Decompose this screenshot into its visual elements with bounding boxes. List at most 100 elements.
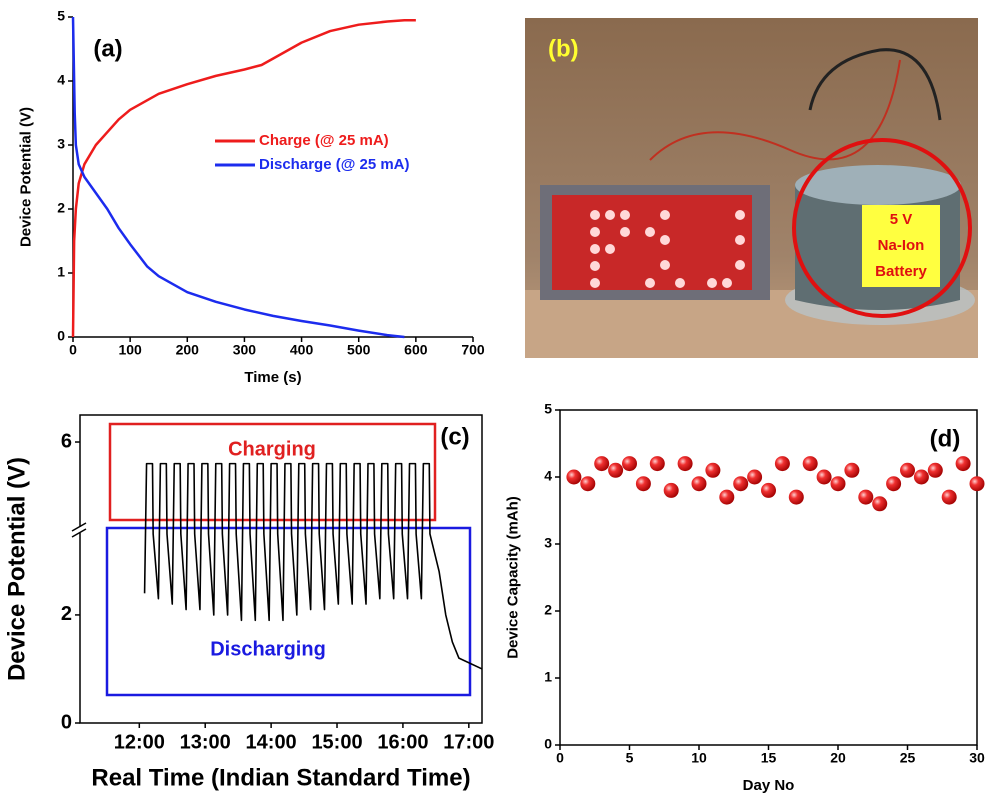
point — [858, 489, 874, 505]
y-tick-label: 4 — [544, 468, 552, 484]
x-tick-label: 12:00 — [114, 731, 165, 753]
y-tick-label: 0 — [544, 736, 552, 752]
battery-text: 5 V — [890, 211, 913, 228]
point — [705, 462, 721, 478]
panel-label: (b) — [548, 35, 579, 62]
point — [580, 476, 596, 492]
x-tick-label: 13:00 — [180, 731, 231, 753]
point — [566, 469, 582, 485]
point — [844, 462, 860, 478]
x-tick-label: 5 — [626, 750, 634, 766]
x-tick-label: 15:00 — [311, 731, 362, 753]
x-axis-label: Time (s) — [244, 369, 301, 386]
x-tick-label: 25 — [900, 750, 916, 766]
y-tick-label: 0 — [57, 328, 65, 344]
led-dots — [590, 210, 745, 288]
wire — [649, 59, 901, 161]
point — [622, 456, 637, 472]
x-tick-label: 400 — [290, 342, 314, 358]
x-tick-label: 100 — [118, 342, 142, 358]
line — [71, 16, 405, 339]
photo: 5 V Na-Ion Battery (b) — [525, 18, 978, 358]
y-tick-label: 2 — [57, 200, 65, 216]
panel-label: (d) — [930, 425, 961, 452]
x-axis-label: Day No — [743, 777, 795, 794]
region-box — [108, 422, 437, 522]
x-tick-label: 20 — [830, 750, 846, 766]
y-axis-label: Device Potential (V) — [3, 457, 30, 681]
y-axis-label: Device Potential (V) — [18, 107, 35, 247]
battery-text: Battery — [875, 263, 927, 280]
region-label: Discharging — [210, 638, 326, 660]
x-tick-label: 300 — [233, 342, 257, 358]
highlight-circle — [792, 138, 972, 318]
x-tick-label: 17:00 — [443, 731, 494, 753]
point — [774, 456, 790, 472]
y-tick-label: 4 — [57, 72, 65, 88]
chart: 0 100 200 300 400 500 600 700 0 1 2 3 4 5 Time (s) Devi… — [18, 8, 485, 386]
plot-frame — [559, 409, 978, 746]
y-tick-label: 0 — [61, 711, 72, 733]
point — [955, 456, 971, 472]
wire — [808, 48, 942, 121]
chart: 12:00 13:00 14:00 15:00 16:00 17:00 0 2 6 Real Ti… — [3, 414, 494, 791]
point — [969, 476, 985, 492]
y-tick-label: 6 — [61, 430, 72, 452]
x-tick-label: 15 — [761, 750, 777, 766]
point — [941, 489, 957, 505]
x-tick-label: 600 — [404, 342, 428, 358]
y-tick-label: 1 — [544, 669, 552, 685]
y-tick-label: 5 — [544, 401, 552, 417]
x-tick-label: 500 — [347, 342, 371, 358]
point — [872, 496, 888, 512]
x-tick-label: 10 — [691, 750, 707, 766]
point — [788, 489, 804, 505]
point — [649, 456, 665, 472]
point — [663, 482, 679, 498]
point — [677, 456, 693, 472]
point — [608, 462, 624, 478]
point — [886, 476, 902, 492]
point — [719, 489, 735, 505]
point — [635, 476, 651, 492]
battery-text: Na-Ion — [878, 237, 925, 254]
point — [594, 456, 610, 472]
panel-label: (a) — [93, 35, 122, 62]
axis-break — [71, 522, 87, 532]
legend-label: Charge (@ 25 mA) — [259, 132, 389, 149]
battery-top — [795, 165, 961, 205]
y-tick-label: 3 — [544, 535, 552, 551]
point — [816, 469, 832, 485]
chart: 0 5 10 15 20 25 30 0 1 2 3 4 5 Day No Device Capacity … — [505, 401, 985, 794]
x-tick-label: 700 — [461, 342, 485, 358]
region-label: Charging — [228, 438, 316, 460]
x-tick-label: 14:00 — [246, 731, 297, 753]
point — [927, 462, 943, 478]
led-panel — [552, 195, 752, 290]
legend-label: Discharge (@ 25 mA) — [259, 156, 410, 173]
panel-label: (c) — [440, 423, 469, 450]
y-axis-label: Device Capacity (mAh) — [505, 496, 522, 659]
line — [143, 462, 483, 670]
region-box — [105, 526, 472, 697]
x-axis-label: Real Time (Indian Standard Time) — [91, 764, 470, 791]
point — [691, 476, 707, 492]
plot-frame — [79, 414, 483, 724]
point — [900, 462, 915, 478]
y-tick-label: 3 — [57, 136, 65, 152]
x-tick-label: 30 — [969, 750, 985, 766]
axis-break-gap — [74, 527, 86, 533]
y-tick-label: 1 — [57, 264, 65, 280]
x-tick-label: 0 — [556, 750, 564, 766]
point — [747, 469, 763, 485]
point — [913, 469, 929, 485]
y-tick-label: 2 — [544, 602, 552, 618]
point — [761, 482, 776, 498]
point — [830, 476, 846, 492]
x-tick-label: 16:00 — [377, 731, 428, 753]
y-tick-label: 2 — [61, 603, 72, 625]
axis-break — [71, 528, 87, 538]
point — [733, 476, 749, 492]
y-tick-label: 5 — [57, 8, 65, 24]
